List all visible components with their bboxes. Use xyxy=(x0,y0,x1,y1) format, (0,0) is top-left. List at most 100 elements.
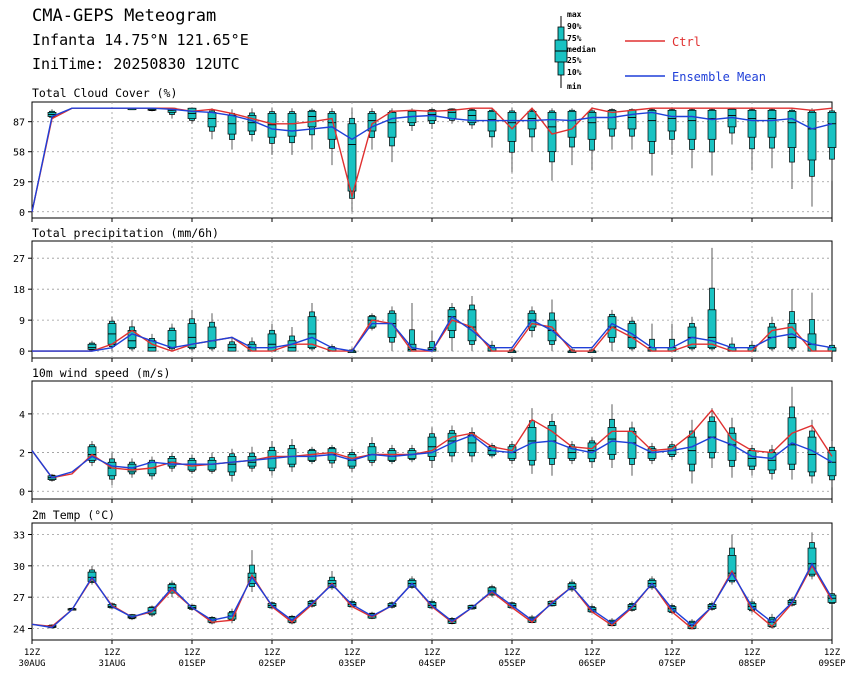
wind-box-inner xyxy=(827,450,837,477)
precip-box-inner xyxy=(707,309,717,349)
cloud-box-inner xyxy=(647,109,657,142)
cloud-box-inner xyxy=(807,112,817,161)
cloud-box-inner xyxy=(287,113,297,137)
precip-box-inner xyxy=(387,312,397,338)
temp-box-inner xyxy=(807,547,817,575)
temp-box-inner xyxy=(827,594,837,603)
xaxis-hour-label: 12Z xyxy=(744,648,761,658)
wind-box-inner xyxy=(787,417,797,465)
chart-title: CMA-GEPS Meteogram xyxy=(32,6,217,26)
cloud-box-inner xyxy=(507,112,517,142)
cloud-box-inner xyxy=(627,109,637,130)
cloud-ytick-label: 87 xyxy=(13,118,25,129)
xaxis-hour-label: 12Z xyxy=(344,648,361,658)
cloud-ytick-label: 58 xyxy=(13,148,25,159)
cloud-mean-line xyxy=(31,107,833,212)
xaxis-date-label: 09SEP xyxy=(818,659,846,669)
xaxis-hour-label: 12Z xyxy=(424,648,441,658)
xaxis-date-label: 02SEP xyxy=(258,659,286,669)
precip-box-inner xyxy=(207,326,217,349)
cloud-box-inner xyxy=(227,115,237,135)
cloud-box-inner xyxy=(547,112,557,153)
legend-box-label: 90% xyxy=(567,22,582,31)
wind-box-inner xyxy=(647,448,657,459)
xaxis-hour-label: 12Z xyxy=(664,648,681,658)
xaxis-date-label: 31AUG xyxy=(98,659,125,669)
location-label: Infanta 14.75°N 121.65°E xyxy=(32,31,249,49)
xaxis-date-label: 06SEP xyxy=(578,659,606,669)
init-time-label: IniTime: 20250830 12UTC xyxy=(32,55,240,73)
temp-ytick-label: 24 xyxy=(13,625,25,636)
temp-box-inner xyxy=(727,555,737,581)
xaxis-date-label: 04SEP xyxy=(418,659,446,669)
cloud-box-inner xyxy=(367,113,377,132)
precip-box-inner xyxy=(167,330,177,349)
xaxis-date-label: 01SEP xyxy=(178,659,206,669)
cloud-box-inner xyxy=(607,109,617,130)
precip-ytick-label: 9 xyxy=(19,316,25,327)
xaxis-date-label: 03SEP xyxy=(338,659,366,669)
precip-mean-line xyxy=(32,315,833,352)
wind-box-inner xyxy=(767,452,777,471)
legend-mean-label: Ensemble Mean xyxy=(672,70,766,84)
precip-box-inner xyxy=(367,316,377,328)
cloud-box-inner xyxy=(567,110,577,138)
cloud-box-inner xyxy=(247,115,257,132)
cloud-box-inner xyxy=(787,110,797,148)
xaxis-hour-label: 12Z xyxy=(104,648,121,658)
wind-box-inner xyxy=(247,456,257,467)
xaxis-hour-label: 12Z xyxy=(824,648,841,658)
temp-mean-line xyxy=(31,562,833,629)
cloud-box-inner xyxy=(747,109,757,138)
wind-ytick-label: 2 xyxy=(19,449,25,460)
temp-panel-title: 2m Temp (°C) xyxy=(32,508,115,522)
legend-box-label: median xyxy=(567,44,596,54)
legend-box-label: max xyxy=(567,10,582,19)
precip-box-inner xyxy=(87,343,97,350)
wind-mean-line xyxy=(31,434,833,479)
xaxis-date-label: 08SEP xyxy=(738,659,766,669)
wind-box-inner xyxy=(527,427,537,461)
cloud-box-inner xyxy=(587,112,597,140)
wind-ytick-label: 4 xyxy=(19,410,25,421)
cloud-ytick-label: 0 xyxy=(19,208,25,219)
cloud-box-inner xyxy=(387,112,397,138)
xaxis-hour-label: 12Z xyxy=(504,648,521,658)
cloud-box-inner xyxy=(667,109,677,132)
cloud-box-inner xyxy=(347,123,357,192)
cloud-box-inner xyxy=(267,113,277,138)
wind-ytick-label: 0 xyxy=(19,487,25,498)
legend-box-label: 75% xyxy=(567,34,582,43)
xaxis-date-label: 05SEP xyxy=(498,659,526,669)
wind-box-inner xyxy=(367,446,377,461)
precip-box-inner xyxy=(187,323,197,349)
precip-box-inner xyxy=(267,333,277,352)
temp-ytick-label: 30 xyxy=(13,562,25,573)
precip-ytick-label: 27 xyxy=(13,254,25,265)
temp-panel-frame xyxy=(31,522,833,641)
cloud-box-inner xyxy=(827,112,837,148)
legend-box-label: 25% xyxy=(567,56,582,65)
cloud-ctrl-line xyxy=(31,107,833,212)
legend-ctrl-label: Ctrl xyxy=(672,35,701,49)
cloud-ytick-label: 29 xyxy=(13,178,25,189)
cloud-box-inner xyxy=(707,109,717,140)
legend-box-label: 10% xyxy=(567,68,582,77)
legend-box-label: min xyxy=(567,81,582,91)
temp-ytick-label: 33 xyxy=(13,530,25,541)
temp-ytick-label: 27 xyxy=(13,593,25,604)
cloud-box-inner xyxy=(207,112,217,128)
cloud-box-inner xyxy=(767,109,777,138)
precip-box-inner xyxy=(307,316,317,349)
precip-box-inner xyxy=(287,340,297,352)
precip-ytick-label: 18 xyxy=(13,285,25,296)
precip-ytick-label: 0 xyxy=(19,347,25,358)
xaxis-hour-label: 12Z xyxy=(24,648,41,658)
xaxis-hour-label: 12Z xyxy=(184,648,201,658)
temp-ctrl-line xyxy=(31,564,833,630)
cloud-box-inner xyxy=(307,110,317,128)
wind-panel-title: 10m wind speed (m/s) xyxy=(32,366,170,380)
cloud-panel-title: Total Cloud Cover (%) xyxy=(32,86,177,100)
cloud-box-inner xyxy=(687,109,697,140)
